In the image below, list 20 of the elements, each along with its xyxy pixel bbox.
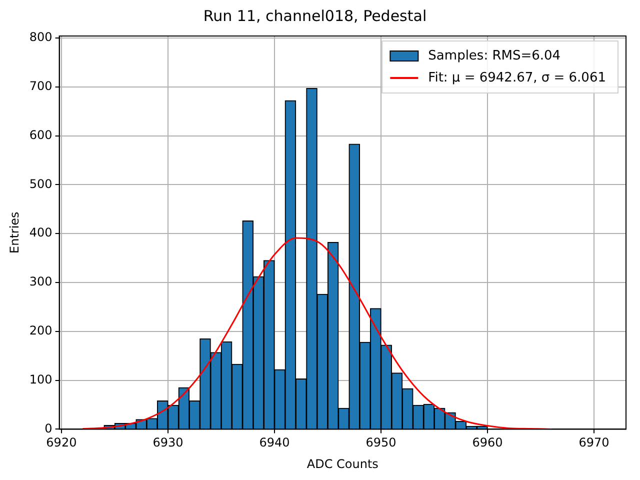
y-tick-label: 200 [29, 324, 52, 338]
y-tick-label: 600 [29, 128, 52, 142]
y-tick-label: 0 [44, 421, 52, 436]
x-tick-label: 6940 [259, 436, 290, 450]
chart-title: Run 11, channel018, Pedestal [203, 6, 427, 25]
y-tick-label: 700 [29, 78, 52, 93]
x-axis-title: ADC Counts [306, 456, 378, 471]
y-tick-label: 400 [29, 226, 52, 240]
legend-label: Fit: μ = 6942.67, σ = 6.061 [428, 70, 606, 86]
x-tick-label: 6920 [46, 436, 77, 450]
y-tick-label: 800 [29, 30, 52, 44]
legend-label: Samples: RMS=6.04 [428, 48, 561, 64]
y-tick-label: 300 [29, 274, 52, 289]
y-tick-label: 500 [29, 176, 52, 191]
y-axis-title: Entries [7, 212, 22, 254]
x-tick-label: 6950 [366, 436, 396, 450]
y-tick-label: 100 [29, 372, 52, 386]
x-tick-label: 6970 [578, 436, 610, 450]
x-tick-label: 6930 [152, 436, 184, 450]
x-tick-label: 6960 [472, 436, 503, 450]
